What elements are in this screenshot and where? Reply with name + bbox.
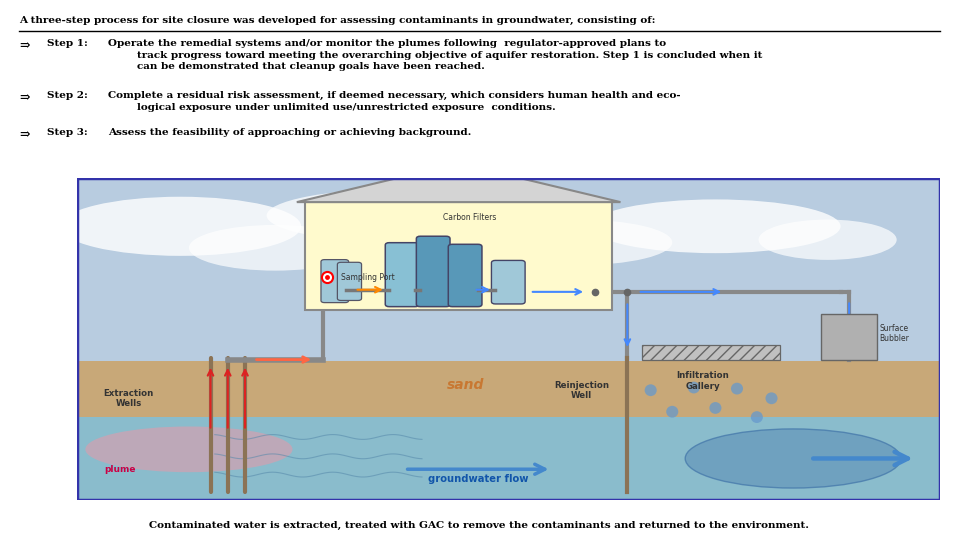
Text: Surface
Bubbler: Surface Bubbler <box>879 324 909 344</box>
Text: sand: sand <box>447 378 483 392</box>
FancyBboxPatch shape <box>491 260 526 304</box>
Text: Operate the remedial systems and/or monitor the plumes following  regulator-appr: Operate the remedial systems and/or moni… <box>108 39 762 71</box>
Ellipse shape <box>765 393 778 404</box>
Bar <box>643 345 781 360</box>
Polygon shape <box>297 163 620 202</box>
Text: ⇒: ⇒ <box>19 39 30 52</box>
Text: Complete a residual risk assessment, if deemed necessary, which considers human : Complete a residual risk assessment, if … <box>108 91 681 112</box>
Text: Reinjection
Well: Reinjection Well <box>554 380 609 400</box>
Text: Step 2:: Step 2: <box>47 91 88 100</box>
FancyBboxPatch shape <box>338 262 362 300</box>
Ellipse shape <box>710 402 721 414</box>
Text: A three-step process for site closure was developed for assessing contaminants i: A three-step process for site closure wa… <box>19 16 656 25</box>
Ellipse shape <box>759 220 897 260</box>
FancyBboxPatch shape <box>448 244 482 307</box>
Text: Assess the feasibility of approaching or achieving background.: Assess the feasibility of approaching or… <box>108 128 472 137</box>
Ellipse shape <box>644 384 657 396</box>
Ellipse shape <box>267 188 543 242</box>
Ellipse shape <box>685 429 901 488</box>
Text: Extraction
Wells: Extraction Wells <box>104 389 153 408</box>
Text: plume: plume <box>105 465 136 474</box>
Text: Infiltration
Gallery: Infiltration Gallery <box>676 371 729 391</box>
FancyBboxPatch shape <box>321 260 349 302</box>
Bar <box>77 417 940 500</box>
Text: Contaminated water is extracted, treated with GAC to remove the contaminants and: Contaminated water is extracted, treated… <box>150 522 809 530</box>
Text: Sampling Port: Sampling Port <box>340 273 394 282</box>
Bar <box>305 202 612 310</box>
Ellipse shape <box>731 383 743 395</box>
Text: ⇒: ⇒ <box>19 91 30 104</box>
Ellipse shape <box>667 406 678 418</box>
Ellipse shape <box>189 225 362 271</box>
Text: ⇒: ⇒ <box>19 128 30 141</box>
Bar <box>821 314 877 360</box>
Text: Carbon Filters: Carbon Filters <box>443 213 496 222</box>
FancyBboxPatch shape <box>386 242 419 307</box>
Ellipse shape <box>688 381 700 394</box>
Bar <box>77 361 940 500</box>
Ellipse shape <box>85 426 292 472</box>
Ellipse shape <box>59 197 301 256</box>
Text: Step 1:: Step 1: <box>47 39 88 48</box>
Text: Step 3:: Step 3: <box>47 128 88 137</box>
Ellipse shape <box>591 200 841 253</box>
Ellipse shape <box>751 411 763 423</box>
Text: groundwater flow: groundwater flow <box>428 474 528 484</box>
FancyBboxPatch shape <box>416 236 450 307</box>
Ellipse shape <box>482 220 672 265</box>
